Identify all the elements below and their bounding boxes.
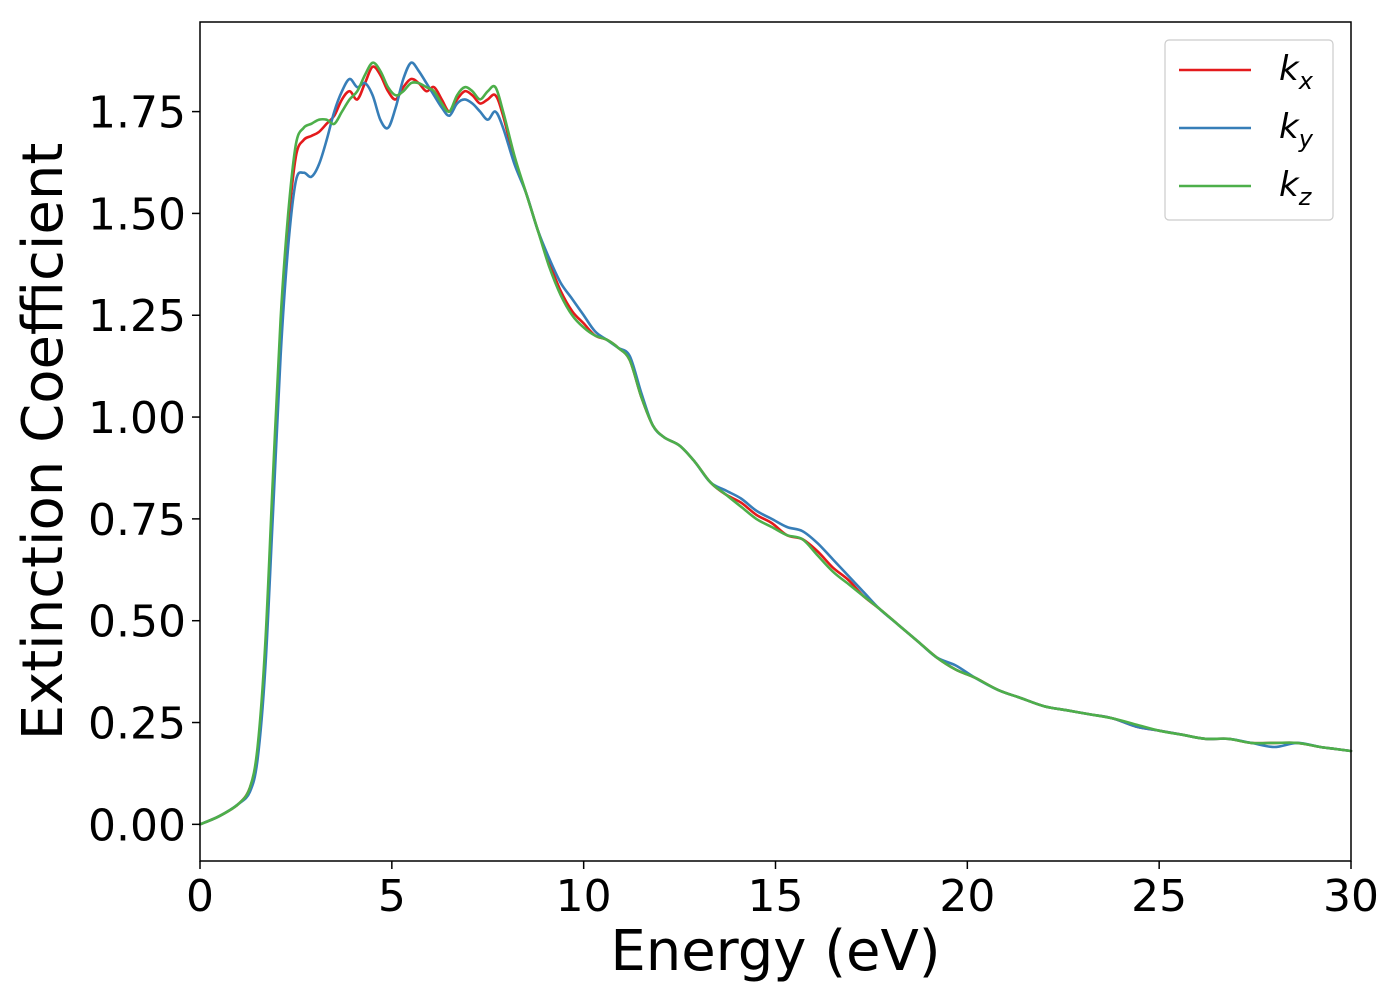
x-tick-label: 30: [1323, 871, 1379, 922]
legend-label-base: k: [1279, 49, 1300, 89]
legend-label-z: kz: [1279, 165, 1313, 211]
y-tick-label: 0.00: [88, 800, 186, 851]
x-tick-label: 5: [378, 871, 406, 922]
legend-label-subscript: z: [1298, 183, 1313, 211]
x-tick-label: 15: [748, 871, 804, 922]
legend-label-base: k: [1279, 107, 1300, 147]
y-tick-label: 0.25: [88, 699, 186, 750]
legend-label-x: kx: [1279, 49, 1314, 95]
y-tick-label: 1.25: [88, 291, 186, 342]
y-tick-label: 0.75: [88, 495, 186, 546]
y-tick-label: 1.50: [88, 189, 186, 240]
x-tick-label: 10: [556, 871, 612, 922]
x-tick-label: 0: [186, 871, 214, 922]
legend-label-subscript: y: [1298, 125, 1314, 153]
y-tick-label: 1.75: [88, 88, 186, 139]
x-tick-label: 20: [939, 871, 995, 922]
legend-label-y: ky: [1279, 107, 1314, 153]
series-line-z: [198, 61, 1353, 826]
series-layer: [198, 61, 1353, 826]
y-tick-label: 0.50: [88, 597, 186, 648]
legend-label-subscript: x: [1298, 67, 1314, 95]
x-axis-title: Energy (eV): [610, 919, 940, 984]
x-axis: 0 5 10 15 20 25 30: [186, 861, 1379, 922]
y-axis: 0.00 0.25 0.50 0.75 1.00 1.25 1.50 1.75: [88, 88, 200, 851]
x-tick-label: 25: [1131, 871, 1187, 922]
y-tick-label: 1.00: [88, 393, 186, 444]
y-axis-title: Extinction Coefficient: [11, 143, 76, 741]
legend-box: [1164, 39, 1334, 221]
legend-label-base: k: [1279, 165, 1300, 205]
